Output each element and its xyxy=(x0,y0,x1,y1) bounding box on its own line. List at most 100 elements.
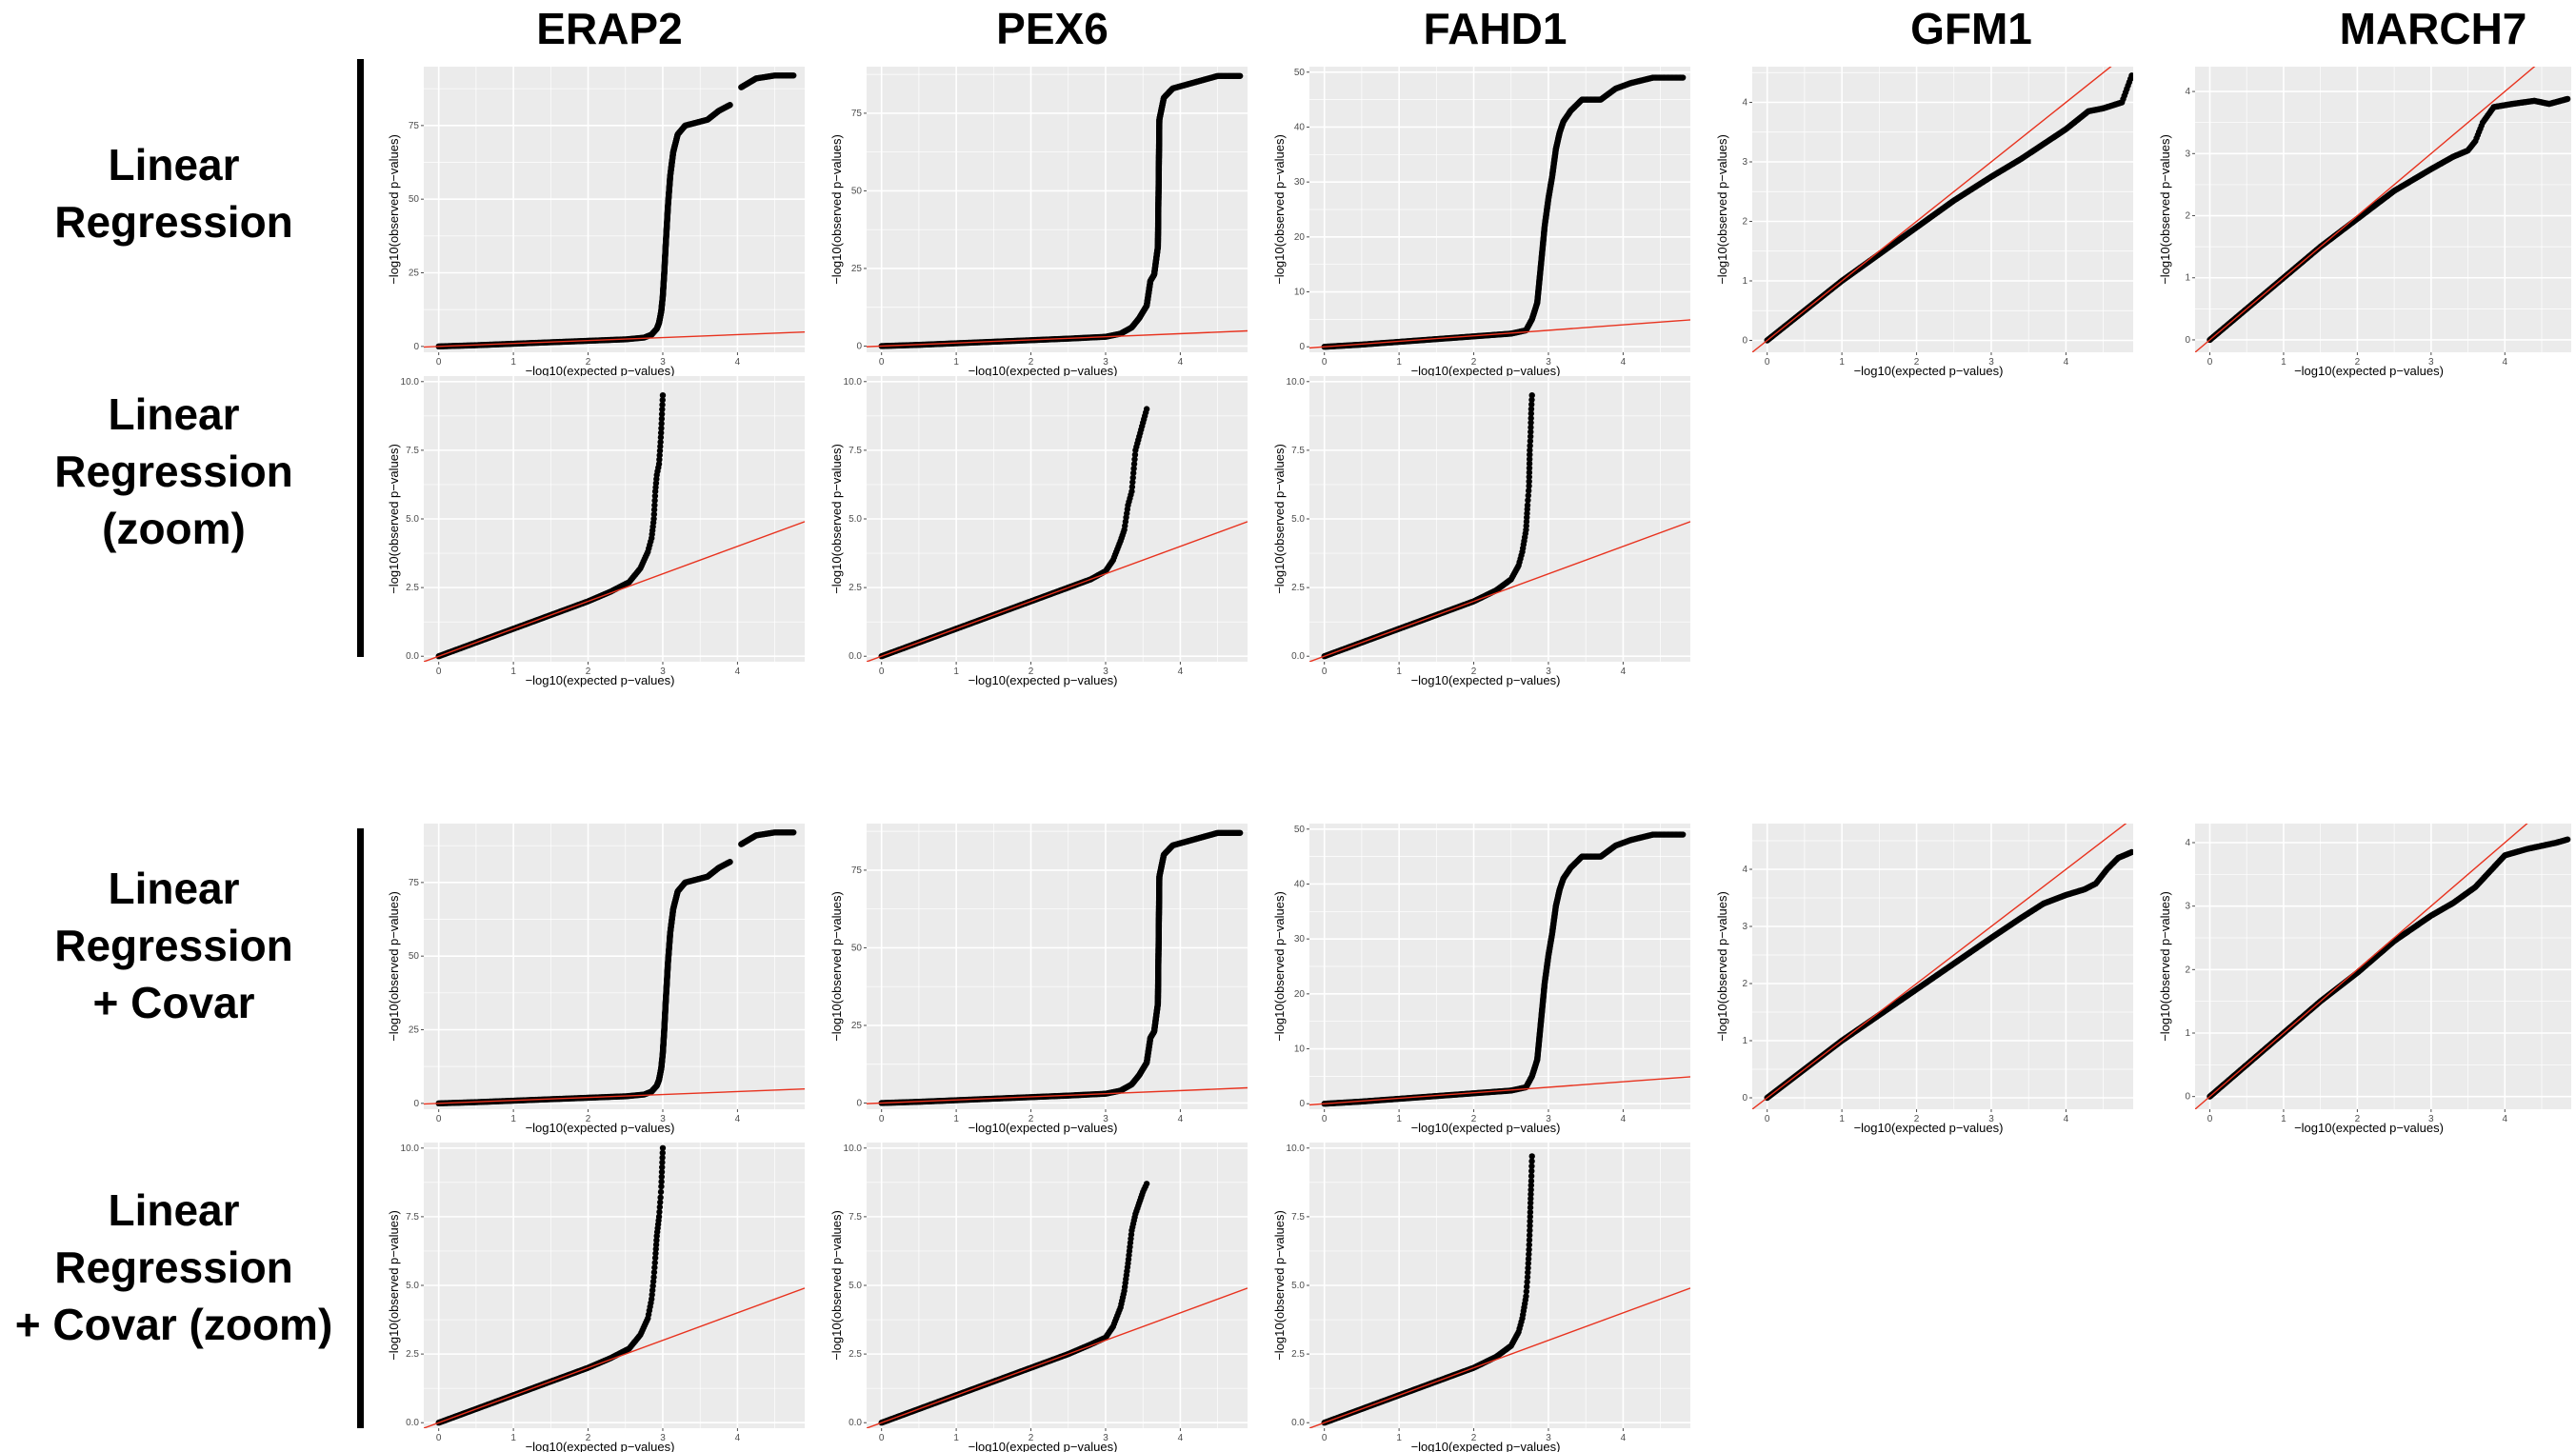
column-title-march7: MARCH7 xyxy=(2339,4,2527,53)
qq-point xyxy=(650,507,658,513)
y-tick-label: 0 xyxy=(856,1098,862,1108)
x-tick-label: 0 xyxy=(436,666,442,677)
x-tick-label: 3 xyxy=(1988,357,1994,368)
x-tick-label: 2 xyxy=(2355,357,2361,368)
y-tick-label: 2.5 xyxy=(406,583,419,593)
x-tick-label: 0 xyxy=(879,1114,885,1124)
y-tick-label: 5.0 xyxy=(406,514,419,525)
qq-point xyxy=(658,410,666,418)
x-tick-label: 1 xyxy=(953,357,959,368)
qq-point xyxy=(1131,451,1139,458)
x-tick-label: 4 xyxy=(2064,357,2069,368)
qq-points xyxy=(424,72,805,350)
y-tick-label: 50 xyxy=(409,951,420,962)
y-tick-label: 75 xyxy=(409,121,420,131)
y-tick-label: 25 xyxy=(409,268,420,278)
qq-point xyxy=(2128,72,2133,79)
qq-point xyxy=(657,434,665,441)
qq-point xyxy=(657,439,664,446)
x-tick-label: 1 xyxy=(1839,357,1845,368)
qq-point xyxy=(1528,424,1534,431)
y-tick-label: 25 xyxy=(851,1021,863,1031)
y-tick-label: 75 xyxy=(851,109,863,119)
qq-point xyxy=(1528,406,1535,412)
qq-point xyxy=(650,515,657,523)
y-tick-label: 2 xyxy=(2185,211,2190,222)
x-tick-label: 3 xyxy=(2428,357,2434,368)
qq-points xyxy=(2195,67,2571,352)
qq-points xyxy=(1309,74,1690,350)
x-tick-label: 1 xyxy=(953,666,959,677)
x-tick-label: 4 xyxy=(1621,357,1627,368)
reference-line xyxy=(2195,67,2536,352)
x-tick-label: 3 xyxy=(1546,666,1551,677)
row-label-line: + Covar xyxy=(92,978,255,1027)
qq-point xyxy=(1526,456,1533,463)
qq-point xyxy=(656,448,664,454)
y-tick-label: 50 xyxy=(1294,68,1306,78)
qq-point xyxy=(1527,447,1533,454)
reference-line xyxy=(867,329,1248,348)
qq-point xyxy=(659,391,667,399)
qq-point xyxy=(656,456,663,463)
column-title-gfm1: GFM1 xyxy=(1910,4,2032,53)
qq-point xyxy=(655,461,663,467)
y-tick-label: 0.0 xyxy=(1291,651,1305,662)
x-tick-label: 2 xyxy=(586,357,591,368)
x-tick-label: 0 xyxy=(879,357,885,368)
y-tick-label: 10.0 xyxy=(844,377,863,388)
qq-point xyxy=(650,510,658,518)
qq-points xyxy=(1752,67,2133,352)
qq-points xyxy=(867,406,1248,662)
y-tick-label: 2.5 xyxy=(849,583,862,593)
row-label-linear-regression-covar: Linear Regression + Covar xyxy=(0,860,348,1031)
y-tick-label: 2.5 xyxy=(1291,583,1305,593)
qq-point xyxy=(1526,473,1532,481)
reference-line xyxy=(1752,67,2112,352)
qq-point xyxy=(1527,438,1534,445)
qq-point xyxy=(1143,406,1150,412)
qq-plot-erap2-linear-zoom: 0 1 2 3 40.02.55.07.510.0−log10(expected p−v… xyxy=(387,376,805,687)
qq-point xyxy=(1527,442,1533,449)
reference-line xyxy=(1309,521,1690,662)
y-axis-title: −log10(observed p−values) xyxy=(829,444,844,594)
x-tick-label: 2 xyxy=(1028,357,1034,368)
x-axis-title: −log10(expected p−values) xyxy=(526,1121,675,1135)
qq-point xyxy=(1528,391,1535,399)
plot-background xyxy=(867,67,1248,352)
y-tick-label: 75 xyxy=(851,865,863,876)
x-tick-label: 1 xyxy=(510,666,516,677)
y-tick-label: 3 xyxy=(1742,157,1747,168)
x-axis-title: −log10(expected p−values) xyxy=(2294,364,2444,378)
qq-point xyxy=(659,396,666,404)
qq-point xyxy=(1525,497,1531,504)
x-axis-title: −log10(expected p−values) xyxy=(526,673,675,687)
y-tick-label: 0 xyxy=(2185,335,2190,346)
qq-point xyxy=(658,420,665,428)
x-tick-label: 0 xyxy=(1765,357,1770,368)
y-tick-label: 4 xyxy=(1742,98,1747,109)
y-axis-title: −log10(observed p−values) xyxy=(1715,134,1729,285)
x-axis-title: −log10(expected p−values) xyxy=(1854,364,2004,378)
y-tick-label: 4 xyxy=(2185,87,2190,97)
x-tick-label: 2 xyxy=(1028,1114,1034,1124)
x-tick-label: 4 xyxy=(2503,357,2508,368)
qq-points xyxy=(1309,391,1690,662)
row-label-line: Regression xyxy=(54,197,293,247)
x-tick-label: 4 xyxy=(1621,666,1627,677)
x-tick-label: 2 xyxy=(1471,666,1477,677)
row-label-line: Linear xyxy=(108,140,240,189)
y-axis-title: −log10(observed p−values) xyxy=(829,891,844,1042)
qq-points xyxy=(424,829,805,1107)
x-tick-label: 4 xyxy=(735,357,741,368)
x-tick-label: 3 xyxy=(1103,357,1108,368)
column-title-erap2: ERAP2 xyxy=(536,4,683,53)
plot-background xyxy=(867,824,1248,1109)
y-tick-label: 3 xyxy=(2185,149,2190,159)
x-tick-label: 1 xyxy=(1396,666,1402,677)
y-tick-label: 25 xyxy=(851,264,863,274)
